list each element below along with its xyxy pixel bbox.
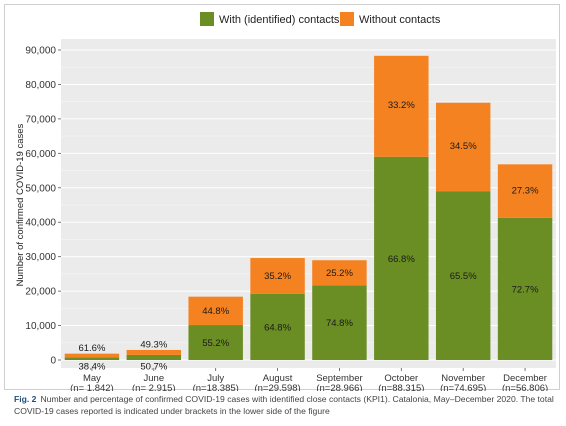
x-tick-label: September xyxy=(316,373,362,384)
bar-without-contacts xyxy=(312,260,367,286)
legend-swatch xyxy=(200,12,214,26)
x-total-label: (n= 1,842) xyxy=(70,383,114,391)
x-total-label: (n= 2,915) xyxy=(132,383,176,391)
x-total-label: (n=74,695) xyxy=(440,383,486,391)
bar-without-contacts xyxy=(374,55,429,157)
y-tick-label: 80,000 xyxy=(25,80,56,91)
x-tick-label: July xyxy=(207,373,224,384)
data-label-without-contacts: 49.3% xyxy=(140,339,167,350)
bar-with-contacts xyxy=(312,285,367,360)
x-tick-label: May xyxy=(83,373,101,384)
data-label-without-contacts: 35.2% xyxy=(264,271,291,282)
x-total-label: (n=88,315) xyxy=(378,383,424,391)
x-tick-label: June xyxy=(144,373,165,384)
legend-label: Without contacts xyxy=(359,14,441,26)
data-label-with-contacts: 55.2% xyxy=(202,338,229,349)
y-tick-label: 20,000 xyxy=(25,287,56,298)
x-tick-label: November xyxy=(441,373,485,384)
data-label-with-contacts: 74.8% xyxy=(326,318,353,329)
y-tick-label: 50,000 xyxy=(25,183,56,194)
data-label-with-contacts: 38.4% xyxy=(78,362,105,373)
data-label-without-contacts: 34.5% xyxy=(450,141,477,152)
legend-label: With (identified) contacts xyxy=(219,14,340,26)
bar-with-contacts xyxy=(497,217,553,360)
x-total-label: (n=56,806) xyxy=(502,383,548,391)
data-label-with-contacts: 65.5% xyxy=(450,271,477,282)
data-label-with-contacts: 66.8% xyxy=(388,254,415,265)
data-label-without-contacts: 27.3% xyxy=(512,185,539,196)
bar-without-contacts xyxy=(250,258,305,294)
x-tick-label: August xyxy=(263,373,293,384)
bar-with-contacts xyxy=(250,293,305,360)
y-tick-label: 40,000 xyxy=(25,218,56,229)
legend-swatch xyxy=(340,12,354,26)
bar-without-contacts xyxy=(64,353,120,358)
bar-with-contacts xyxy=(435,191,491,360)
x-total-label: (n=29,598) xyxy=(254,383,300,391)
bar-without-contacts xyxy=(435,102,491,192)
x-tick-label: October xyxy=(384,373,418,384)
y-tick-label: 0 xyxy=(50,356,56,367)
y-tick-label: 90,000 xyxy=(25,46,56,57)
figure-caption: Fig. 2 Number and percentage of confirmed… xyxy=(14,394,560,417)
stacked-bar-chart: 38.4% 61.6% 50.7% 49.3% 55.2% 44.8% 64.8% 35.2%… xyxy=(15,12,556,391)
x-total-label: (n=28,966) xyxy=(316,383,362,391)
caption-text: Number and percentage of confirmed COVID… xyxy=(14,394,554,416)
data-label-without-contacts: 44.8% xyxy=(202,306,229,317)
bar-with-contacts xyxy=(188,325,243,360)
bar-without-contacts xyxy=(497,164,553,218)
data-label-without-contacts: 25.2% xyxy=(326,268,353,279)
data-label-with-contacts: 64.8% xyxy=(264,322,291,333)
y-axis-title: Number of confirmed COVID-19 cases xyxy=(15,123,26,286)
bar-with-contacts xyxy=(374,156,429,360)
bar-without-contacts xyxy=(188,296,243,326)
y-tick-label: 60,000 xyxy=(25,149,56,160)
caption-label: Fig. 2 xyxy=(14,394,37,404)
x-total-label: (n=18,385) xyxy=(193,383,239,391)
bar-with-contacts xyxy=(64,357,120,360)
chart-frame: 38.4% 61.6% 50.7% 49.3% 55.2% 44.8% 64.8% 35.2%… xyxy=(4,4,560,391)
bar-without-contacts xyxy=(126,349,182,355)
data-label-with-contacts: 72.7% xyxy=(512,284,539,295)
data-label-without-contacts: 33.2% xyxy=(388,100,415,111)
data-label-with-contacts: 50.7% xyxy=(140,362,167,373)
data-label-without-contacts: 61.6% xyxy=(78,343,105,354)
y-tick-label: 10,000 xyxy=(25,321,56,332)
y-tick-label: 30,000 xyxy=(25,252,56,263)
x-tick-label: December xyxy=(503,373,547,384)
bar-with-contacts xyxy=(126,354,182,360)
y-tick-label: 70,000 xyxy=(25,114,56,125)
